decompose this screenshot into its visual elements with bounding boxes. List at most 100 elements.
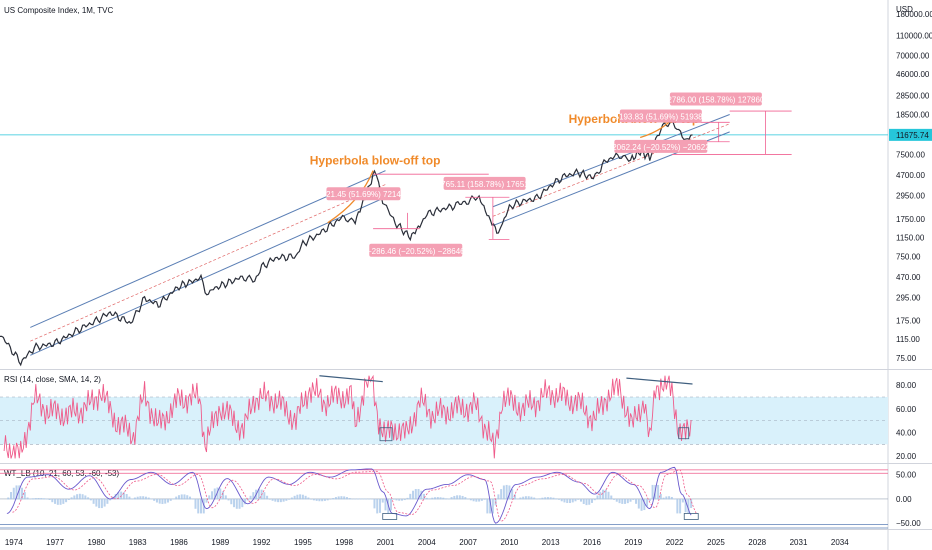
wt-histogram-bar [222,491,225,500]
wt-histogram-bar [191,498,194,500]
wt-histogram-bar [458,495,461,500]
wt-tick-label: 50.00 [896,471,917,480]
wt-histogram-bar [505,484,508,500]
price-tick-label: 1150.00 [896,233,925,242]
measure-label-bg [443,176,526,190]
wt-histogram-bar [571,498,574,503]
wt-histogram-bar [475,498,478,502]
wt-histogram-bar [602,489,605,500]
wt-histogram-bar [150,498,153,500]
time-tick-label: 2019 [624,538,642,547]
wt-histogram-bar [516,498,519,500]
price-tick-label: 2950.00 [896,192,925,201]
wt-histogram-bar [665,496,668,500]
rsi-tick-label: 20.00 [896,452,917,461]
time-tick-label: 1992 [253,538,271,547]
wt-histogram-bar [343,496,346,500]
wt-histogram-bar [147,497,150,500]
wt-histogram-bar [530,496,533,500]
annotation-blowoff-2000: Hyperbola blow-off top [310,153,441,167]
wt-histogram-bar [161,498,164,505]
wt-histogram-bar [365,498,368,500]
wt-histogram-bar [552,497,555,500]
time-tick-label: 2034 [831,538,849,547]
wt-box-2 [683,513,699,520]
time-tick-label: 2031 [790,538,808,547]
wt-histogram-bar [395,498,398,501]
wt-histogram-bar [538,498,541,500]
wt-histogram-bar [293,495,296,500]
time-tick-label: 2022 [666,538,684,547]
wt-histogram-bar [323,498,326,501]
time-tick-label: 1980 [87,538,105,547]
wt-histogram-bar [166,498,169,503]
wt-histogram-bar [679,498,682,514]
rsi-tick-label: 80.00 [896,381,917,390]
wt-histogram-bar [200,498,203,514]
wt-histogram-bar [268,498,271,500]
wt-histogram-bar [662,497,665,500]
wt-histogram-bar [37,498,40,500]
rsi-tick-label: 40.00 [896,428,917,437]
wt-histogram-bar [51,498,54,503]
wt-histogram-bar [524,496,527,500]
wt-histogram-bar [89,498,92,501]
wt-histogram-bar [599,491,602,500]
wt-histogram-bar [624,498,627,504]
wt-histogram-bar [32,498,35,500]
wt-histogram-bar [180,494,183,500]
price-tick-label: 175.00 [896,317,921,326]
wt-histogram-bar [34,498,37,500]
wt-line [6,466,692,524]
wt-histogram-bar [412,490,415,500]
wt-tick-label: −50.00 [896,519,921,528]
wt-histogram-bar [312,498,315,501]
wt-histogram-bar [362,498,365,500]
measure-label-bg [669,92,762,106]
rsi-divergence-line-2 [626,377,693,385]
wt-histogram-bar [274,498,277,502]
wt-histogram-bar [428,498,431,500]
last-price-label: 11675.74 [896,131,929,140]
wt-histogram-bar [401,498,404,501]
measure-label: 1765.11 (158.78%) 176511 [437,180,533,189]
wt-histogram-bar [500,489,503,500]
time-tick-label: 2001 [377,538,395,547]
wt-histogram-bar [78,493,81,500]
wt-histogram-bar [635,498,638,504]
wt-histogram-bar [45,498,48,500]
wt-histogram-bar [321,498,324,502]
wt-histogram-bar [389,498,392,511]
wt-histogram-bar [610,495,613,500]
wt-histogram-bar [376,498,379,514]
wt-histogram-bar [403,498,406,501]
wt-box [382,513,398,520]
wt-histogram-bar [238,498,241,509]
wt-histogram-bar [227,498,230,501]
wt-histogram-bar [257,488,260,500]
price-tick-label: 28500.00 [896,91,930,100]
wt-histogram-bar [591,498,593,503]
wt-histogram-bar [593,498,596,501]
wt-histogram-bar [359,498,362,500]
wt-histogram-bar [445,498,448,500]
wt-histogram-bar [555,498,558,500]
wt-histogram-bar [12,487,15,500]
price-tick-label: 70000.00 [896,52,930,61]
wt-histogram-bar [21,487,24,500]
wt-histogram-bar [502,485,505,500]
wt-histogram-bar [607,491,610,500]
wt-histogram-bar [340,496,343,500]
wt-histogram-bar [224,495,227,500]
time-tick-label: 2010 [500,538,518,547]
measure-label-bg [619,109,702,123]
wt-histogram-bar [450,497,453,500]
wt-histogram-bar [381,498,384,503]
wt-histogram-bar [447,498,450,500]
wt-histogram-bar [384,498,387,511]
wt-histogram-bar [133,497,136,500]
time-tick-label: 2028 [748,538,766,547]
wt-histogram-bar [436,497,439,500]
wt-histogram-bar [425,497,428,500]
wt-histogram-bar [136,496,139,500]
